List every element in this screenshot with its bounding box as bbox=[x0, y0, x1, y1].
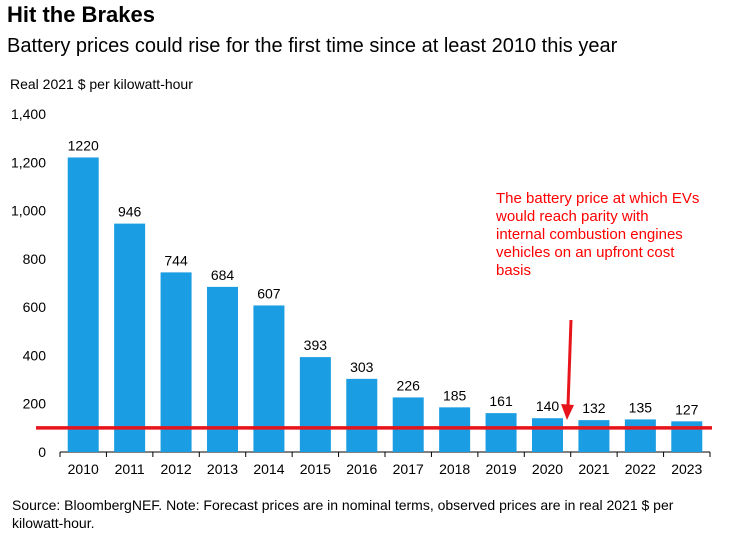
x-tick-label: 2017 bbox=[393, 461, 424, 477]
data-label: 140 bbox=[536, 398, 560, 414]
data-label: 393 bbox=[304, 337, 328, 353]
bar bbox=[207, 286, 238, 452]
x-tick-label: 2022 bbox=[625, 461, 656, 477]
x-tick-label: 2010 bbox=[68, 461, 99, 477]
annotation-arrow-shaft bbox=[566, 319, 573, 407]
y-tick-label: 400 bbox=[23, 347, 47, 363]
data-label: 684 bbox=[211, 267, 235, 283]
x-tick-label: 2016 bbox=[346, 461, 377, 477]
y-tick-label: 0 bbox=[38, 444, 46, 460]
x-tick-label: 2014 bbox=[253, 461, 284, 477]
data-label: 132 bbox=[582, 400, 606, 416]
x-tick-label: 2019 bbox=[485, 461, 516, 477]
data-label: 946 bbox=[118, 204, 142, 220]
data-label: 1220 bbox=[68, 137, 99, 153]
x-tick-label: 2012 bbox=[160, 461, 191, 477]
bar bbox=[485, 413, 517, 452]
bar bbox=[671, 421, 703, 452]
x-tick-label: 2020 bbox=[532, 461, 563, 477]
y-tick-label: 200 bbox=[23, 396, 47, 412]
data-label: 226 bbox=[397, 377, 421, 393]
bar bbox=[624, 419, 656, 452]
bar bbox=[439, 407, 471, 452]
data-label: 185 bbox=[443, 387, 467, 403]
x-tick-label: 2021 bbox=[578, 461, 609, 477]
y-tick-label: 600 bbox=[23, 299, 47, 315]
x-tick-label: 2011 bbox=[115, 461, 145, 477]
data-label: 303 bbox=[350, 359, 374, 375]
x-tick-label: 2018 bbox=[439, 461, 470, 477]
source-note: Source: BloombergNEF. Note: Forecast pri… bbox=[12, 497, 674, 531]
chart-subtitle: Battery prices could rise for the first … bbox=[7, 35, 618, 57]
y-tick-label: 1,400 bbox=[11, 106, 46, 122]
bar bbox=[253, 305, 285, 452]
chart-title: Hit the Brakes bbox=[7, 2, 155, 27]
bar bbox=[114, 223, 146, 452]
annotation-arrow-head bbox=[561, 404, 574, 420]
data-label: 161 bbox=[489, 393, 513, 409]
y-tick-label: 1,200 bbox=[11, 154, 46, 170]
y-axis-unit-label: Real 2021 $ per kilowatt-hour bbox=[10, 76, 193, 92]
data-label: 135 bbox=[629, 399, 653, 415]
x-tick-label: 2015 bbox=[300, 461, 331, 477]
bar bbox=[346, 378, 378, 452]
x-tick-label: 2013 bbox=[207, 461, 238, 477]
data-label: 127 bbox=[675, 401, 699, 417]
bar bbox=[160, 272, 192, 452]
bar bbox=[392, 397, 424, 452]
data-label: 607 bbox=[257, 285, 281, 301]
bar bbox=[67, 157, 99, 452]
bar bbox=[299, 357, 331, 452]
data-label: 744 bbox=[164, 252, 188, 268]
parity-annotation: The battery price at which EVs would rea… bbox=[496, 190, 700, 279]
bar bbox=[532, 418, 563, 452]
x-tick-label: 2023 bbox=[671, 461, 702, 477]
y-tick-label: 1,000 bbox=[11, 203, 46, 219]
bar bbox=[578, 420, 610, 452]
y-tick-label: 800 bbox=[23, 251, 47, 267]
